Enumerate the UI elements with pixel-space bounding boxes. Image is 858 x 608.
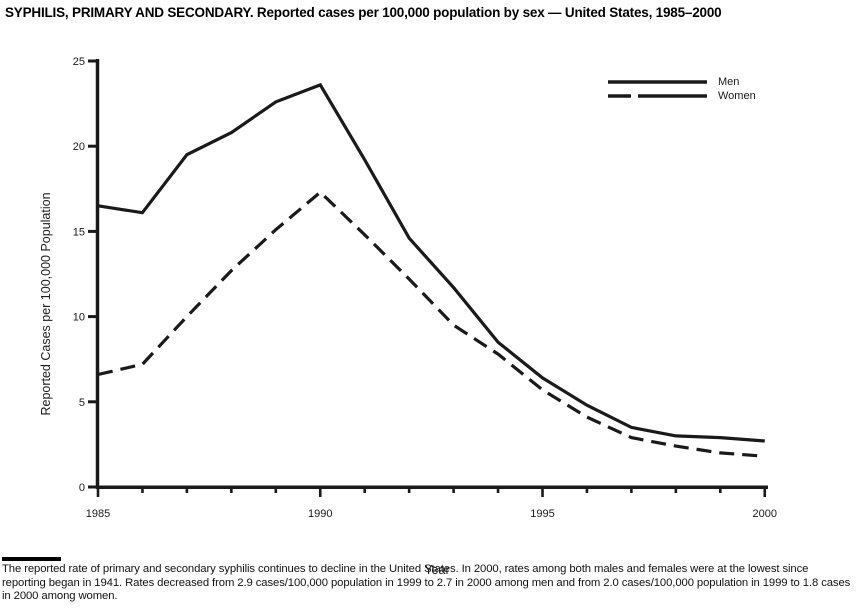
y-tick-label: 20 xyxy=(73,141,85,153)
x-tick-label: 1990 xyxy=(308,508,332,520)
x-tick-label: 1995 xyxy=(530,508,554,520)
legend-item-women: Women xyxy=(608,89,808,103)
women-line-swatch xyxy=(608,94,707,98)
women-series-line xyxy=(97,190,765,458)
y-tick-label: 10 xyxy=(73,312,85,324)
y-tick-label: 15 xyxy=(73,226,85,238)
line-chart: 0 5 10 15 20 25 1985 1990 1995 2000 Reported Case… xyxy=(0,30,858,577)
y-axis-label: Reported Cases per 100,000 Population xyxy=(39,192,53,416)
legend-item-men: Men xyxy=(608,75,808,89)
men-series-line xyxy=(97,82,765,443)
y-tick-label: 0 xyxy=(79,482,85,494)
chart-canvas: 0 5 10 15 20 25 1985 1990 1995 2000 xyxy=(73,56,777,520)
men-line-swatch xyxy=(608,80,707,84)
x-axis-label: Year xyxy=(424,563,450,577)
footnote-text: The reported rate of primary and seconda… xyxy=(2,563,851,603)
footnote-rule xyxy=(2,557,61,561)
y-tick-label: 25 xyxy=(73,56,85,68)
legend-label-men: Men xyxy=(718,76,740,88)
legend-label-women: Women xyxy=(718,90,756,102)
figure-title: SYPHILIS, PRIMARY AND SECONDARY. Reporte… xyxy=(5,5,722,20)
y-tick-label: 5 xyxy=(79,397,85,409)
x-tick-label: 2000 xyxy=(753,508,777,520)
x-tick-label: 1985 xyxy=(86,508,110,520)
chart-legend: Men Women xyxy=(608,75,808,103)
